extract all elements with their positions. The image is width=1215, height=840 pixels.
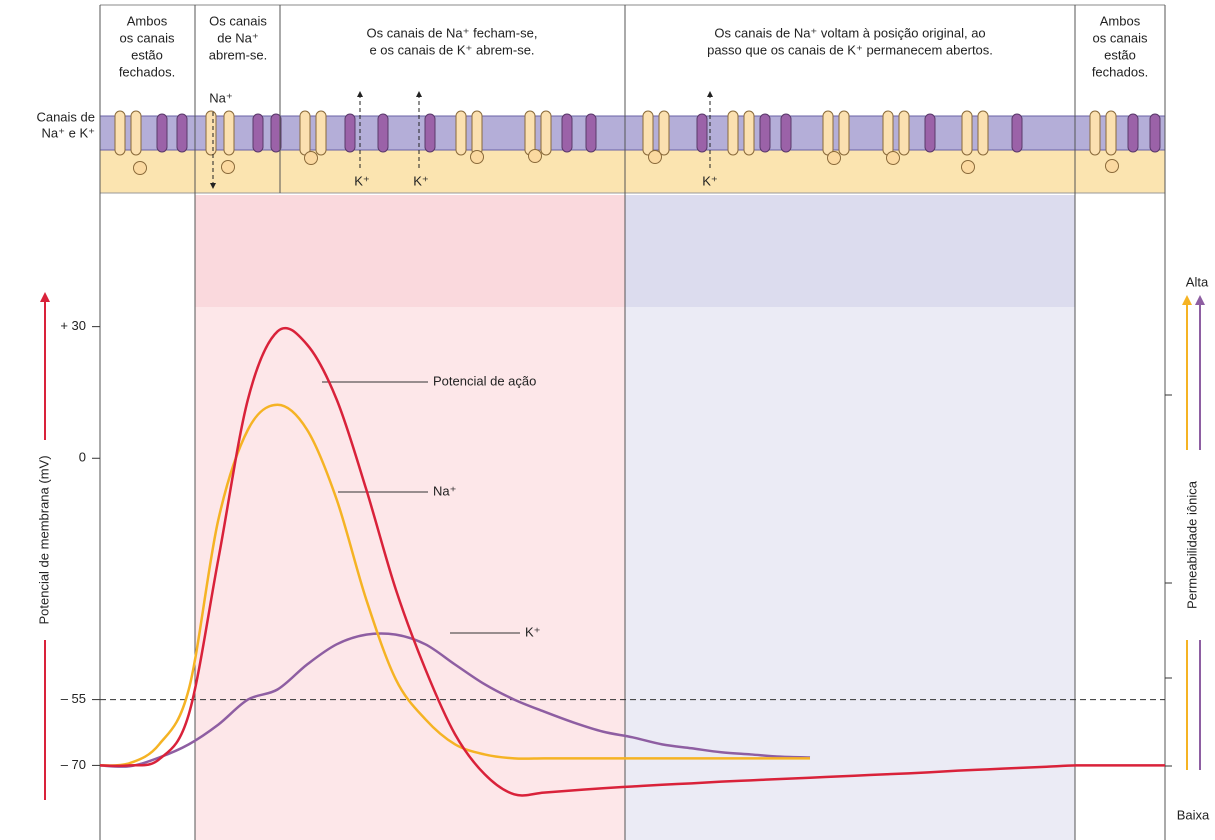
phase-text: e os canais de K⁺ abrem-se. <box>369 42 534 57</box>
channel <box>253 114 263 152</box>
channel <box>224 111 234 155</box>
channel <box>131 111 141 155</box>
shade <box>625 195 1075 307</box>
phase-text: de Na⁺ <box>217 30 259 45</box>
gate <box>222 161 235 174</box>
channel <box>899 111 909 155</box>
y-tick-label: 0 <box>79 450 86 465</box>
channel <box>115 111 125 155</box>
y2-axis-label: Permeabilidade iônica <box>1184 480 1199 609</box>
gate <box>828 152 841 165</box>
channel <box>1150 114 1160 152</box>
phase-text: Os canais de Na⁺ fecham-se, <box>367 25 538 40</box>
phase-text: estão <box>1104 47 1136 62</box>
y-tick-label: + 30 <box>60 318 86 333</box>
channel <box>157 114 167 152</box>
y2-bottom-label: Baixa <box>1177 807 1210 822</box>
channel <box>1128 114 1138 152</box>
channel <box>643 111 653 155</box>
phase-text: Ambos <box>1100 13 1141 28</box>
membrane-label: Canais de <box>36 109 95 124</box>
series-label: Na⁺ <box>433 483 456 498</box>
gate <box>471 151 484 164</box>
ion-label: K⁺ <box>413 173 429 188</box>
channel <box>177 114 187 152</box>
ion-label: Na⁺ <box>209 90 232 105</box>
channel <box>978 111 988 155</box>
y-tick-label: – 55 <box>61 691 86 706</box>
channel <box>562 114 572 152</box>
channel <box>839 111 849 155</box>
ion-label: K⁺ <box>354 173 370 188</box>
channel <box>659 111 669 155</box>
phase-text: os canais <box>1093 30 1148 45</box>
channel <box>962 111 972 155</box>
channel <box>925 114 935 152</box>
phase-text: estão <box>131 47 163 62</box>
gate <box>134 162 147 175</box>
phase-text: abrem-se. <box>209 47 268 62</box>
phase-text: passo que os canais de K⁺ permanecem abe… <box>707 42 993 57</box>
cytoplasm <box>100 150 1165 193</box>
shade <box>625 307 1075 840</box>
phase-text: Ambos <box>127 13 168 28</box>
gate <box>529 150 542 163</box>
shade <box>195 195 625 307</box>
channel <box>541 111 551 155</box>
shade <box>195 307 625 840</box>
ion-label: K⁺ <box>702 173 718 188</box>
gate <box>887 152 900 165</box>
phase-text: fechados. <box>119 64 175 79</box>
channel <box>316 111 326 155</box>
phase-text: os canais <box>120 30 175 45</box>
y-axis-label: Potencial de membrana (mV) <box>36 455 51 624</box>
y-tick-label: – 70 <box>61 757 86 772</box>
channel <box>697 114 707 152</box>
phase-text: fechados. <box>1092 64 1148 79</box>
channel <box>823 111 833 155</box>
channel <box>525 111 535 155</box>
channel <box>883 111 893 155</box>
y2-top-label: Alta <box>1186 274 1209 289</box>
channel <box>300 111 310 155</box>
series-label: Potencial de ação <box>433 373 536 388</box>
channel <box>728 111 738 155</box>
channel <box>781 114 791 152</box>
gate <box>962 161 975 174</box>
channel <box>1012 114 1022 152</box>
channel <box>744 111 754 155</box>
phase-text: Os canais <box>209 13 267 28</box>
channel <box>206 111 216 155</box>
series-label: K⁺ <box>525 624 541 639</box>
channel <box>1090 111 1100 155</box>
gate <box>305 152 318 165</box>
gate <box>1106 160 1119 173</box>
channel <box>760 114 770 152</box>
membrane-label: Na⁺ e K⁺ <box>42 125 95 140</box>
channel <box>345 114 355 152</box>
channel <box>472 111 482 155</box>
figure: Na⁺ K⁺ K⁺ K⁺ Canais de Na⁺ e K⁺ Ambos os … <box>0 0 1215 840</box>
channel <box>378 114 388 152</box>
channel <box>586 114 596 152</box>
channel <box>456 111 466 155</box>
phase-text: Os canais de Na⁺ voltam à posição origin… <box>714 25 985 40</box>
channel <box>1106 111 1116 155</box>
channel <box>425 114 435 152</box>
gate <box>649 151 662 164</box>
